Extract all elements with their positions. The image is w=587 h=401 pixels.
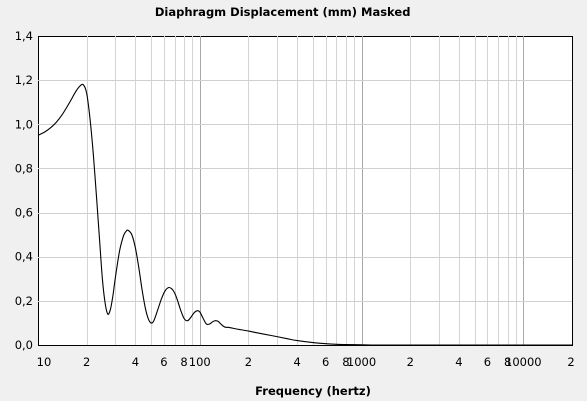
y-tick-label: 1,2 [15,73,33,87]
x-tick-label: 4 [132,355,139,369]
y-tick-label: 0,4 [15,250,33,264]
y-tick-label: 0,8 [15,161,33,175]
chart-title: Diaphragm Displacement (mm) [155,5,357,19]
y-tick-labels: 0,0 0,2 0,4 0,6 0,8 1,0 1,2 1,4 [15,29,33,352]
x-tick-label: 8 [342,355,349,369]
x-tick-label: 2 [83,355,90,369]
x-tick-label: 8 [504,355,511,369]
y-tick-label: 1,4 [15,29,33,43]
y-tick-label: 0,2 [15,294,33,308]
x-tick-label: 2 [567,355,574,369]
x-tick-label: 10 [37,355,52,369]
plot-area [38,36,573,346]
y-tick-label: 1,0 [15,117,33,131]
gridlines [38,36,572,345]
x-tick-label: 4 [293,355,300,369]
x-tick-label: 8 [180,355,187,369]
x-tick-label: 10000 [505,355,542,369]
x-axis-label: Frequency (hertz) [255,384,371,398]
x-tick-label: 2 [245,355,252,369]
chart-subtitle: Masked [361,5,410,19]
x-tick-label: 2 [407,355,414,369]
x-tick-label: 6 [484,355,491,369]
series-line [37,83,572,346]
x-tick-label: 4 [455,355,462,369]
x-tick-label: 100 [189,355,211,369]
x-tick-label: 1000 [347,355,376,369]
x-tick-label: 6 [322,355,329,369]
y-tick-label: 0,6 [15,206,33,220]
y-tick-label: 0,0 [15,338,33,352]
x-tick-label: 6 [160,355,167,369]
